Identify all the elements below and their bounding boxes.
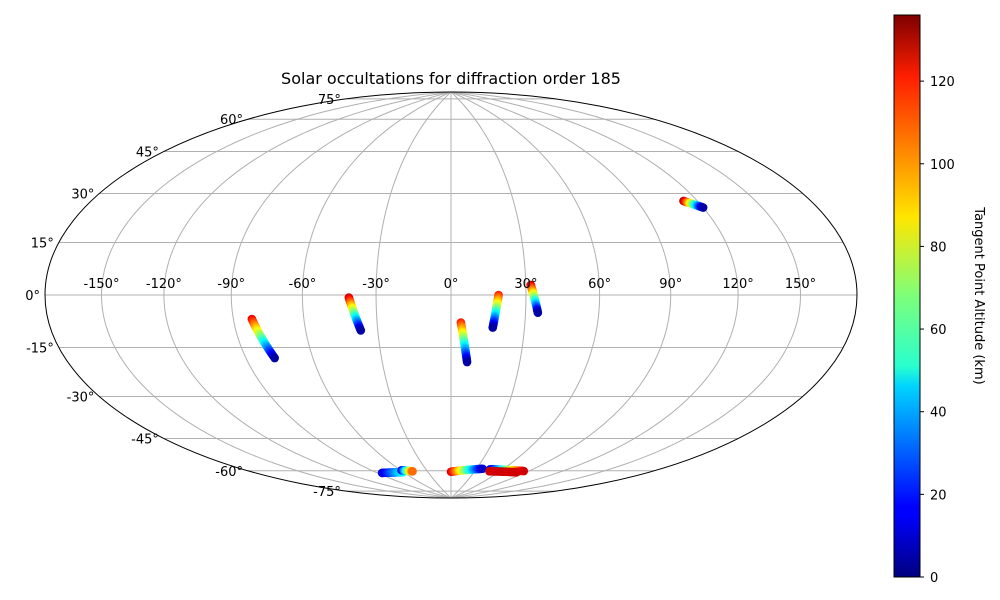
occultation-point: [698, 203, 708, 212]
longitude-tick-label: 0°: [444, 277, 459, 292]
occultation-point: [408, 467, 417, 476]
occultation-point: [519, 466, 529, 476]
colorbar: 0 20 40 60 80 100 120 Tangent Point Altitude (…: [893, 14, 986, 586]
latitude-tick-label: -75°: [313, 485, 341, 500]
longitude-tick-label: 60°: [588, 277, 611, 292]
longitude-tick-label: -150°: [83, 277, 119, 292]
occultation-point: [270, 353, 279, 363]
longitude-tick-label: 30°: [514, 277, 537, 292]
occultation-point: [462, 357, 472, 367]
colorbar-tick-label: 100: [930, 158, 955, 173]
latitude-tick-label: 75°: [318, 93, 341, 108]
graticule: [45, 92, 857, 498]
longitude-tick-label: 150°: [785, 277, 816, 292]
occultation-point: [533, 308, 543, 318]
latitude-tick-label: -15°: [26, 342, 54, 357]
occultation-points: [247, 196, 708, 478]
longitude-tick-label: 120°: [722, 277, 753, 292]
colorbar-gradient: [893, 14, 921, 578]
latitude-tick-label: 30°: [71, 188, 94, 203]
longitude-tick-labels: -150° -120° -90° -60° -30° 0° 30° 60° 90° 120° 150…: [83, 277, 816, 292]
latitude-tick-label: -45°: [131, 433, 159, 448]
colorbar-ticks: 0 20 40 60 80 100 120: [920, 75, 955, 586]
map-outline: [44, 91, 858, 499]
latitude-tick-label: 60°: [220, 113, 243, 128]
longitude-tick-label: -30°: [362, 277, 390, 292]
longitude-tick-label: 90°: [659, 277, 682, 292]
longitude-tick-label: -120°: [146, 277, 182, 292]
colorbar-tick-label: 120: [930, 75, 955, 90]
latitude-tick-label: -60°: [215, 465, 243, 480]
longitude-tick-label: -90°: [217, 277, 245, 292]
colorbar-tick-label: 60: [930, 323, 947, 338]
colorbar-tick-label: 0: [930, 571, 938, 586]
latitude-tick-label: -30°: [67, 391, 95, 406]
occultation-point: [356, 326, 366, 335]
occultation-point: [478, 464, 487, 474]
latitude-tick-label: 45°: [136, 145, 159, 160]
chart-title: Solar occultations for diffraction order…: [281, 69, 621, 88]
colorbar-tick-label: 80: [930, 240, 947, 255]
latitude-tick-labels: -75° -60° -45° -30° -15° 0° 15° 30° 45° 60° 75°: [25, 93, 341, 500]
latitude-tick-label: 15°: [31, 236, 54, 251]
occultation-point: [512, 468, 521, 477]
longitude-tick-label: -60°: [289, 277, 317, 292]
colorbar-label: Tangent Point Altitude (km): [971, 206, 986, 384]
latitude-tick-label: 0°: [25, 289, 40, 304]
colorbar-tick-label: 20: [930, 488, 947, 503]
occultation-point: [488, 323, 498, 332]
colorbar-tick-label: 40: [930, 406, 947, 421]
